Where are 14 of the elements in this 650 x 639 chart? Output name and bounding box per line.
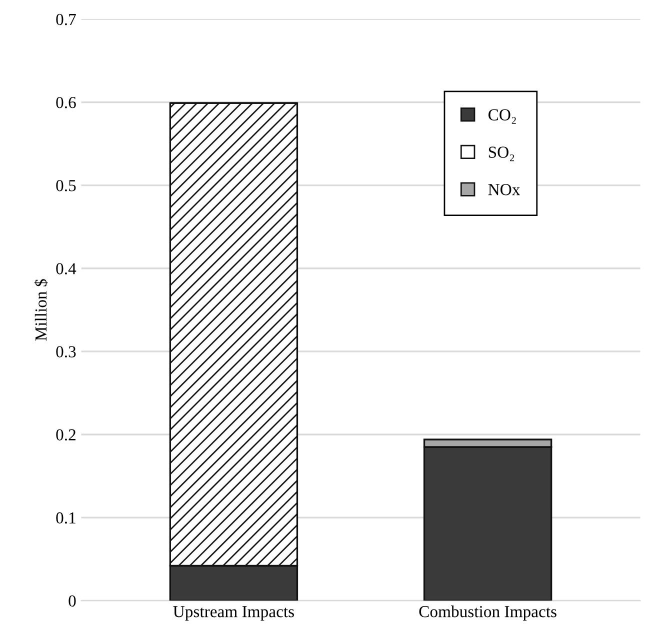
legend-label: NOx: [488, 184, 520, 196]
y-tick-label: 0.6: [56, 96, 76, 108]
y-tick-label: 0.7: [56, 14, 76, 26]
y-tick-label: 0: [68, 595, 76, 607]
x-tick-label: Combustion Impacts: [419, 606, 556, 621]
y-tick-label: 0.1: [56, 512, 76, 524]
y-tick-label: 0.5: [56, 180, 76, 192]
legend-label: CO₂: [488, 109, 516, 124]
x-tick-label: Upstream Impacts: [173, 606, 294, 621]
y-axis-title: Million $: [34, 279, 48, 341]
y-tick-label: 0.2: [56, 429, 76, 441]
legend-label: SO₂: [488, 146, 514, 162]
y-tick-label: 0.4: [56, 263, 76, 274]
y-tick-label: 0.3: [56, 346, 76, 358]
